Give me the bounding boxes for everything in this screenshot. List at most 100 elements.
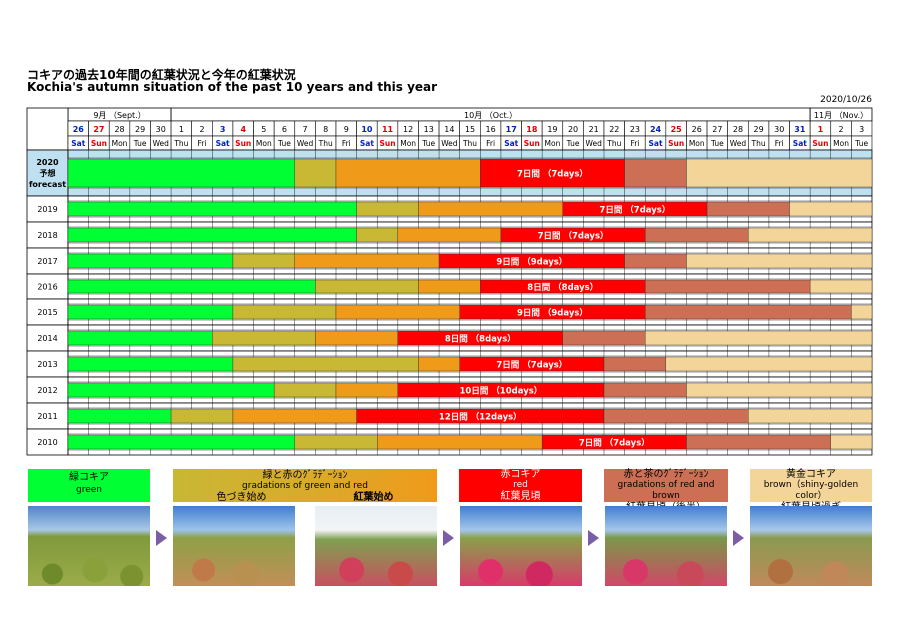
year-label: 予想 <box>40 168 56 178</box>
stage-bar-orange <box>397 227 502 243</box>
year-label-cell <box>26 402 69 430</box>
weekday-label: Fri <box>486 139 495 148</box>
legend-red-en: red <box>513 480 528 490</box>
peak-duration-label: 7日間 （7days） <box>496 360 567 371</box>
stage-bar-green <box>67 382 275 398</box>
year-label: forecast <box>29 180 66 189</box>
stage-bar-gold <box>686 158 873 188</box>
day-number: 3 <box>859 125 864 134</box>
year-label: 2011 <box>37 412 57 421</box>
weekday-label: Sun <box>379 139 395 148</box>
stage-bar-orange <box>418 201 563 217</box>
weekday-label: Sun <box>91 139 107 148</box>
arrow-icon <box>443 530 454 546</box>
day-number: 10 <box>361 125 373 134</box>
peak-duration-label: 9日間 （9days） <box>517 308 588 319</box>
day-number: 21 <box>589 125 599 134</box>
day-number: 30 <box>156 125 166 134</box>
arrow-icon <box>588 530 599 546</box>
day-number: 25 <box>671 125 683 134</box>
year-label: 2013 <box>37 360 57 369</box>
day-number: 29 <box>754 125 764 134</box>
stage-bar-gold <box>686 253 873 269</box>
weekday-label: Tue <box>277 139 291 148</box>
day-number: 26 <box>73 125 85 134</box>
weekday-label: Sat <box>71 139 85 148</box>
weekday-label: Mon <box>689 139 705 148</box>
year-row: 2011 12日間 （12days） <box>26 402 873 430</box>
stage-bar-olive <box>294 158 337 188</box>
stage-bar-green <box>67 356 234 372</box>
stage-bar-gold <box>748 227 873 243</box>
stage-bar-green <box>67 279 316 294</box>
photo-red-brown-kochia <box>605 506 727 586</box>
weekday-label: Sun <box>668 139 684 148</box>
legend-green-en: green <box>76 485 102 495</box>
weekday-label: Wed <box>730 139 747 148</box>
legend-grad-green-red: 緑と赤のｸﾞﾗﾃﾞｰｼｮﾝ gradations of green and re… <box>173 469 437 503</box>
stage-bar-olive <box>356 201 419 217</box>
stage-bar-olive <box>356 227 399 243</box>
stage-bar-brown <box>624 253 687 269</box>
year-row: 2015 9日間 （9days） <box>26 298 873 326</box>
stage-bar-green <box>67 227 357 243</box>
year-row: 2010 7日間 （7days） <box>26 428 873 456</box>
weekday-label: Wed <box>441 139 458 148</box>
stage-bar-orange <box>418 356 460 372</box>
arrow-icon <box>156 530 167 546</box>
weekday-label: Mon <box>400 139 416 148</box>
year-label-cell <box>26 221 69 249</box>
day-number: 2 <box>199 125 204 134</box>
weekday-label: Fri <box>630 139 639 148</box>
stage-bar-olive <box>273 382 337 398</box>
day-number: 24 <box>650 125 662 134</box>
photo-red-kochia <box>460 506 582 586</box>
peak-duration-label: 8日間 （8days） <box>527 282 598 293</box>
stage-bar-brown <box>645 304 852 320</box>
stage-bar-brown <box>603 356 667 372</box>
year-label: 2010 <box>37 438 57 447</box>
stage-bar-green <box>67 330 213 346</box>
day-number: 28 <box>733 125 743 134</box>
peak-duration-label: 7日間 （7days） <box>538 231 609 242</box>
month-label: 10月 （Oct.） <box>464 111 517 120</box>
year-row: 2014 8日間 （8days） <box>26 324 873 352</box>
stage-bar-green <box>67 158 295 188</box>
year-label-cell <box>26 324 69 352</box>
report-date: 2020/10/26 <box>820 95 872 105</box>
legend-grad1-sub1: 色づき始め <box>216 492 267 503</box>
stage-bar-gold <box>665 356 873 372</box>
year-label-cell <box>26 376 69 404</box>
weekday-label: Sat <box>216 139 230 148</box>
year-label-cell <box>26 428 69 456</box>
weekday-label: Mon <box>545 139 561 148</box>
year-row: 2012 10日間 （10days） <box>26 376 873 404</box>
day-number: 27 <box>93 125 104 134</box>
legend-grad1-sub2: 紅葉始め <box>353 492 394 503</box>
photo-coloring-start <box>173 506 295 586</box>
year-label: 2018 <box>37 231 57 240</box>
weekday-label: Sat <box>360 139 374 148</box>
peak-duration-label: 8日間 （8days） <box>445 334 516 345</box>
stage-bar-olive <box>232 356 419 372</box>
year-row: 2013 7日間 （7days） <box>26 350 873 378</box>
stage-bar-orange <box>315 330 399 346</box>
day-number: 30 <box>774 125 784 134</box>
stage-bar-gold <box>789 201 873 217</box>
day-number: 16 <box>486 125 496 134</box>
stage-bar-orange <box>377 434 543 450</box>
year-label: 2019 <box>37 205 57 214</box>
legend-red: 赤コキア red 紅葉見頃 <box>459 469 582 502</box>
legend-grad2-jp: 赤と茶のｸﾞﾗﾃﾞｰｼｮﾝ <box>623 469 709 480</box>
peak-duration-label: 7日間 （7days） <box>579 438 650 449</box>
year-label-cell <box>26 273 69 300</box>
corner-cell <box>26 107 69 151</box>
month-label: 11月 （Nov.） <box>814 111 868 120</box>
day-number: 1 <box>818 125 824 134</box>
photo-autumn-start <box>315 506 437 586</box>
day-number: 22 <box>609 125 619 134</box>
stage-bar-gold <box>748 408 873 424</box>
stage-bar-green <box>67 434 295 450</box>
day-number: 19 <box>547 125 557 134</box>
